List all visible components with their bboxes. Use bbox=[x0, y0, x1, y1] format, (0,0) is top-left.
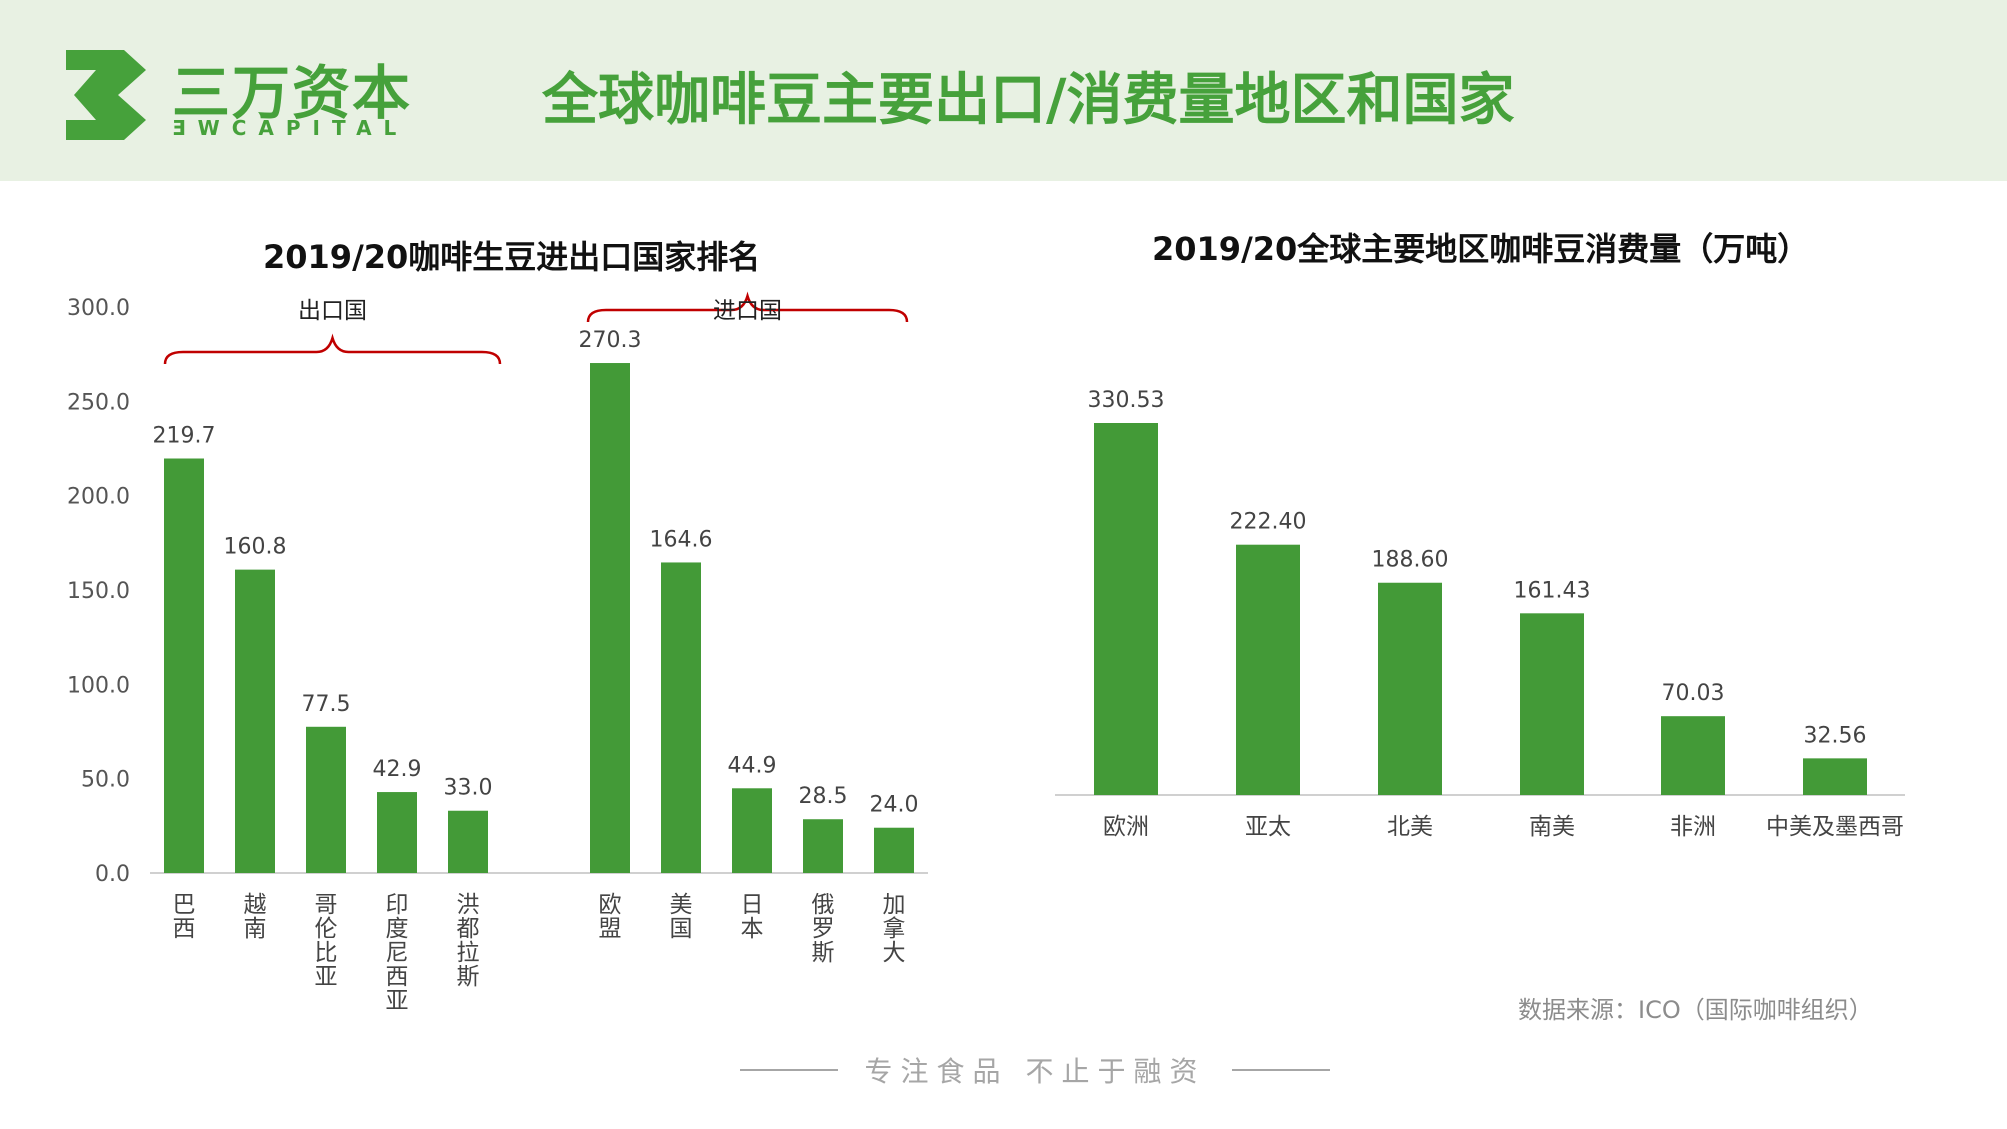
x-category-label: 洪 bbox=[457, 892, 480, 918]
page-title: 全球咖啡豆主要出口/消费量地区和国家 bbox=[542, 68, 1515, 133]
bar-俄罗斯 bbox=[803, 819, 843, 873]
footer-divider-right bbox=[1232, 1069, 1330, 1071]
data-label: 77.5 bbox=[302, 692, 351, 717]
data-label: 70.03 bbox=[1662, 681, 1725, 706]
x-category-label: 南美 bbox=[1529, 814, 1575, 840]
x-category-label: 比 bbox=[315, 940, 338, 966]
logo-icon bbox=[66, 50, 146, 140]
bar-洪都拉斯 bbox=[448, 810, 488, 873]
bar-加拿大 bbox=[874, 827, 914, 873]
x-category-label: 越 bbox=[244, 892, 267, 918]
x-category-label: 本 bbox=[741, 916, 764, 942]
group-label: 进口国 bbox=[713, 298, 782, 324]
x-category-label: 日 bbox=[741, 892, 764, 918]
data-label: 188.60 bbox=[1372, 548, 1449, 573]
y-tick-label: 250.0 bbox=[67, 390, 130, 415]
y-tick-label: 0.0 bbox=[95, 862, 130, 887]
x-category-label: 加 bbox=[883, 892, 906, 918]
y-tick-label: 100.0 bbox=[67, 673, 130, 698]
x-category-label: 美 bbox=[670, 892, 693, 918]
data-label: 270.3 bbox=[579, 328, 642, 353]
bar-越南 bbox=[235, 569, 275, 873]
x-category-label: 中美及墨西哥 bbox=[1766, 814, 1904, 840]
footer-slogan: 专注食品 不止于融资 bbox=[864, 1055, 1206, 1088]
x-category-label: 亚 bbox=[386, 988, 409, 1014]
x-category-label: 巴 bbox=[173, 892, 196, 918]
bar-非洲 bbox=[1661, 716, 1725, 795]
bar-欧盟 bbox=[590, 363, 630, 873]
x-category-label: 盟 bbox=[599, 916, 622, 942]
x-category-label: 斯 bbox=[457, 964, 480, 990]
x-category-label: 欧 bbox=[599, 892, 622, 918]
x-category-label: 北美 bbox=[1387, 814, 1433, 840]
chart-title-trade: 2019/20咖啡生豆进出口国家排名 bbox=[263, 238, 761, 276]
header-banner: 三万资本 ƎWCAPITAL 全球咖啡豆主要出口/消费量地区和国家 bbox=[0, 0, 2007, 181]
x-category-label: 度 bbox=[386, 916, 409, 942]
data-label: 33.0 bbox=[444, 776, 493, 801]
data-label: 160.8 bbox=[224, 535, 287, 560]
x-category-label: 都 bbox=[457, 916, 480, 942]
bar-美国 bbox=[661, 562, 701, 873]
data-label: 222.40 bbox=[1230, 510, 1307, 535]
x-category-label: 国 bbox=[670, 916, 693, 942]
source-note: 数据来源：ICO（国际咖啡组织） bbox=[1518, 996, 1873, 1024]
y-tick-label: 50.0 bbox=[81, 768, 130, 793]
x-category-label: 亚太 bbox=[1245, 814, 1291, 840]
bar-巴西 bbox=[164, 458, 204, 873]
x-category-label: 斯 bbox=[812, 940, 835, 966]
data-label: 161.43 bbox=[1514, 578, 1591, 603]
bar-中美及墨西哥 bbox=[1803, 758, 1867, 795]
x-category-label: 印 bbox=[386, 892, 409, 918]
brand-name: 三万资本 bbox=[172, 59, 413, 127]
data-label: 219.7 bbox=[153, 423, 216, 448]
x-category-label: 西 bbox=[386, 964, 409, 990]
group-label: 出口国 bbox=[298, 298, 367, 324]
y-tick-label: 200.0 bbox=[67, 485, 130, 510]
data-label: 164.6 bbox=[650, 527, 713, 552]
bar-哥伦比亚 bbox=[306, 726, 346, 873]
x-category-label: 俄 bbox=[812, 892, 835, 918]
group-brace bbox=[163, 333, 502, 365]
y-tick-label: 300.0 bbox=[67, 296, 130, 321]
x-category-label: 大 bbox=[883, 940, 906, 966]
x-category-label: 西 bbox=[173, 916, 196, 942]
y-tick-label: 150.0 bbox=[67, 579, 130, 604]
chart-title-consumption: 2019/20全球主要地区咖啡豆消费量（万吨） bbox=[1152, 230, 1810, 268]
data-label: 44.9 bbox=[728, 753, 777, 778]
bar-欧洲 bbox=[1094, 423, 1158, 795]
data-label: 32.56 bbox=[1804, 723, 1867, 748]
x-category-label: 罗 bbox=[812, 916, 835, 942]
x-category-label: 南 bbox=[244, 916, 267, 942]
x-category-label: 哥 bbox=[315, 892, 338, 918]
data-label: 42.9 bbox=[373, 757, 422, 782]
group-brace bbox=[586, 291, 909, 323]
footer: 专注食品 不止于融资 bbox=[740, 1050, 1330, 1090]
data-label: 330.53 bbox=[1088, 388, 1165, 413]
bar-印度尼西亚 bbox=[377, 792, 417, 873]
x-category-label: 拉 bbox=[457, 940, 480, 966]
data-label: 28.5 bbox=[799, 784, 848, 809]
x-category-label: 拿 bbox=[883, 915, 906, 942]
x-category-label: 非洲 bbox=[1670, 814, 1716, 840]
footer-divider-left bbox=[740, 1069, 838, 1071]
bar-北美 bbox=[1378, 582, 1442, 795]
bar-亚太 bbox=[1236, 544, 1300, 795]
x-category-label: 伦 bbox=[315, 916, 338, 942]
x-category-label: 亚 bbox=[315, 964, 338, 990]
data-label: 24.0 bbox=[870, 793, 919, 818]
bar-日本 bbox=[732, 788, 772, 873]
x-category-label: 欧洲 bbox=[1103, 814, 1149, 840]
x-category-label: 尼 bbox=[386, 940, 409, 966]
bar-南美 bbox=[1520, 613, 1584, 795]
brand-name-en: ƎWCAPITAL bbox=[172, 116, 409, 140]
